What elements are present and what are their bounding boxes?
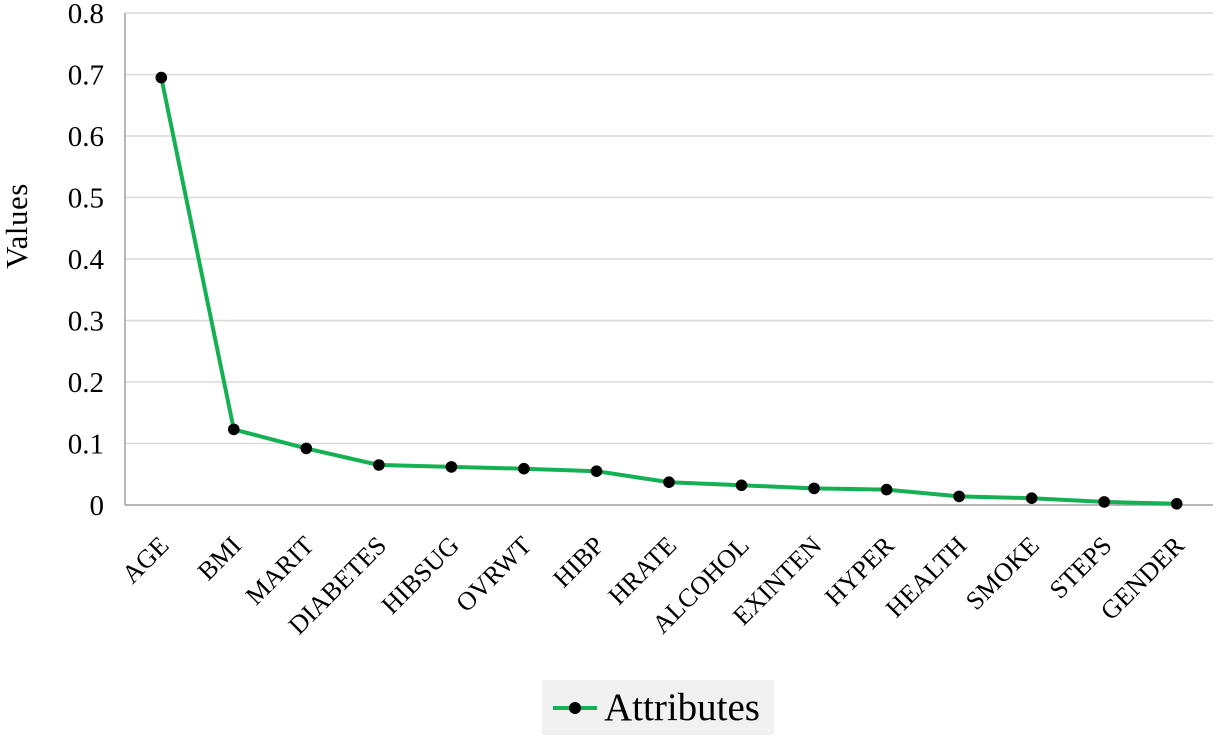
y-tick-label-0.4: 0.4: [68, 244, 105, 276]
legend-label: Attributes: [604, 686, 760, 729]
x-tick-label-bmi: BMI: [192, 531, 247, 586]
data-point-diabetes: [373, 459, 385, 471]
y-tick-label-0.1: 0.1: [68, 429, 104, 461]
y-tick-label-0.6: 0.6: [68, 121, 104, 153]
legend: Attributes: [542, 680, 774, 735]
x-tick-label-ovrwt: OVRWT: [450, 531, 537, 618]
y-tick-label-0.7: 0.7: [68, 60, 104, 92]
data-point-steps: [1098, 496, 1110, 508]
data-point-age: [155, 71, 168, 84]
x-tick-label-smoke: SMOKE: [960, 531, 1045, 616]
data-point-marit: [300, 442, 313, 455]
data-point-ovrwt: [518, 462, 530, 475]
y-tick-label-0.3: 0.3: [68, 306, 104, 338]
data-point-hrate: [663, 476, 675, 489]
legend-line-marker-icon: [553, 701, 597, 714]
data-point-bmi: [228, 423, 240, 436]
x-tick-label-health: HEALTH: [880, 531, 972, 623]
y-tick-label-0.2: 0.2: [68, 367, 104, 399]
x-tick-label-hibp: HIBP: [547, 531, 609, 593]
series-line-attributes: [159, 75, 1179, 506]
data-point-alcohol: [735, 479, 748, 492]
y-tick-label-0: 0: [90, 490, 105, 522]
data-point-gender: [1170, 498, 1183, 510]
y-tick-label-0.8: 0.8: [68, 0, 104, 30]
data-point-exinten: [808, 482, 820, 495]
data-point-hibsug: [445, 461, 458, 473]
data-point-health: [953, 490, 965, 503]
x-tick-label-hibsug: HIBSUG: [376, 531, 465, 620]
y-tick-label-0.5: 0.5: [68, 183, 104, 215]
x-tick-label-age: AGE: [116, 531, 174, 589]
data-point-smoke: [1025, 492, 1038, 505]
data-point-hyper: [880, 483, 893, 496]
legend-dot: [569, 701, 581, 714]
data-point-hibp: [590, 465, 603, 478]
